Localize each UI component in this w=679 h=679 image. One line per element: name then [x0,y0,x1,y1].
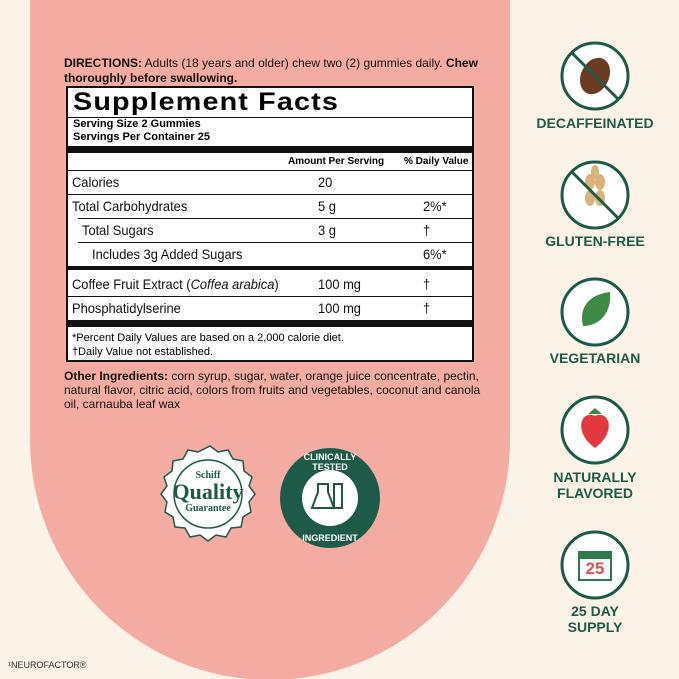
row-name: Calories [72,174,120,190]
row-dv: † [423,276,431,292]
feature-line: DECAFFEINATED [536,115,654,131]
feature-label: NATURALLY FLAVORED [530,469,660,501]
feature-label: GLUTEN-FREE [530,233,660,249]
row-amount: 100 mg [318,300,361,316]
feature-line: FLAVORED [557,485,633,501]
clinical-text-bottom: INGREDIENT [302,533,358,543]
row-dv: † [423,222,431,238]
row-name: Phosphatidylserine [72,300,181,316]
calendar-number: 25 [585,559,605,578]
row-amount: 5 g [318,198,336,214]
clinical-seal [280,448,380,548]
ingredients: Other Ingredients: corn syrup, sugar, wa… [64,369,481,411]
row-rule [68,194,472,195]
feature-label: DECAFFEINATED [530,115,660,131]
row-name: Includes 3g Added Sugars [92,246,243,262]
quality-text: Schiff Quality Guarantee [172,470,244,514]
footnotes: *Percent Daily Values are based on a 2,0… [72,332,344,358]
row-amount: 20 [318,174,333,190]
feature-label: 25 DAY SUPPLY [530,603,660,635]
row-amount: 3 g [318,222,336,238]
header-amount: Amount Per Serving [288,156,385,167]
facts-title: Supplement Facts [73,88,340,116]
feature-line: SUPPLY [567,619,623,635]
clinical-text-top: CLINICALLY TESTED [303,452,357,472]
row-name: Coffee Fruit Extract (Coffea arabica) [72,276,279,292]
row-dv: 2%* [423,198,447,214]
feature-line: GLUTEN-FREE [545,233,645,249]
quality-seal [160,445,256,542]
row-name: Total Sugars [82,222,154,238]
feature-line: NATURALLY [553,469,637,485]
footer: ¹NEUROFACTOR® [8,660,87,670]
facts-panel: Supplement Facts Serving Size 2 Gummies S… [66,86,474,362]
row-amount: 100 mg [318,276,361,292]
serving: Serving Size 2 Gummies Servings Per Conta… [73,118,210,143]
directions: DIRECTIONS: Adults (18 years and older) … [64,56,478,85]
row-rule [78,218,472,219]
feature-line: 25 DAY [571,603,619,619]
row-name: Total Carbohydrates [72,198,188,214]
header-dv: % Daily Value [404,156,469,167]
row-rule [68,296,472,297]
thick-rule [68,266,472,270]
feature-line: VEGETARIAN [549,350,641,366]
row-rule [78,242,472,243]
row-dv: † [423,300,431,316]
feature-label: VEGETARIAN [530,350,660,366]
row-dv: 6%* [423,246,447,262]
